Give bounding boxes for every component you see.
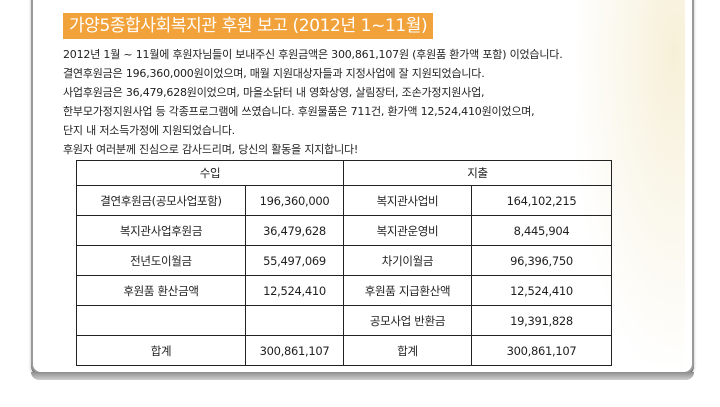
paragraph-line: 후원자 여러분께 진심으로 감사드리며, 당신의 활동을 지지합니다! [63,143,359,156]
expense-amount: 96,396,750 [471,245,612,276]
income-amount: 55,497,069 [245,245,344,276]
income-label: 복지관사업후원금 [76,215,246,246]
expense-total-amount: 300,861,107 [471,335,612,366]
paragraph-line: 결연후원금은 196,360,000원이었으며, 매월 지원대상자들과 지정사업… [63,67,485,80]
expense-label: 복지관사업비 [343,185,472,216]
income-amount [245,305,344,336]
paragraph-line: 2012년 1월 ~ 11월에 후원자님들이 보내주신 후원금액은 300,86… [63,48,563,61]
expense-amount: 19,391,828 [471,305,612,336]
panel-bottom-edge [31,372,694,380]
table-row: 복지관사업후원금 36,479,628 복지관운영비 8,445,904 [76,215,612,246]
expense-header: 지출 [343,160,612,186]
finance-table: 수입 지출 결연후원금(공모사업포함) 196,360,000 복지관사업비 1… [76,160,612,366]
expense-amount: 164,102,215 [471,185,612,216]
table-row: 전년도이월금 55,497,069 차기이월금 96,396,750 [76,245,612,276]
expense-amount: 12,524,410 [471,275,612,306]
expense-amount: 8,445,904 [471,215,612,246]
income-amount: 12,524,410 [245,275,344,306]
income-total-label: 합계 [76,335,246,366]
expense-label: 공모사업 반환금 [343,305,472,336]
table-total-row: 합계 300,861,107 합계 300,861,107 [76,335,612,366]
expense-label: 차기이월금 [343,245,472,276]
report-paragraph: 2012년 1월 ~ 11월에 후원자님들이 보내주신 후원금액은 300,86… [63,45,683,159]
paragraph-line: 한부모가정지원사업 등 각종프로그램에 쓰였습니다. 후원물품은 711건, 환… [63,105,535,118]
income-header: 수입 [76,160,344,186]
expense-label: 복지관운영비 [343,215,472,246]
income-amount: 36,479,628 [245,215,344,246]
expense-label: 후원품 지급환산액 [343,275,472,306]
income-amount: 196,360,000 [245,185,344,216]
report-title: 가양5종합사회복지관 후원 보고 (2012년 1~11월) [63,13,434,39]
table-row: 결연후원금(공모사업포함) 196,360,000 복지관사업비 164,102… [76,185,612,216]
income-label: 결연후원금(공모사업포함) [76,185,246,216]
income-label: 전년도이월금 [76,245,246,276]
table-row: 공모사업 반환금 19,391,828 [76,305,612,336]
income-label [76,305,246,336]
income-total-amount: 300,861,107 [245,335,344,366]
income-label: 후원품 환산금액 [76,275,246,306]
expense-total-label: 합계 [343,335,472,366]
table-row: 후원품 환산금액 12,524,410 후원품 지급환산액 12,524,410 [76,275,612,306]
table-header-row: 수입 지출 [76,160,612,186]
paragraph-line: 사업후원금은 36,479,628원이었으며, 마을소닭터 내 영화상영, 살림… [63,86,485,99]
paragraph-line: 단지 내 저소득가정에 지원되었습니다. [63,124,235,137]
